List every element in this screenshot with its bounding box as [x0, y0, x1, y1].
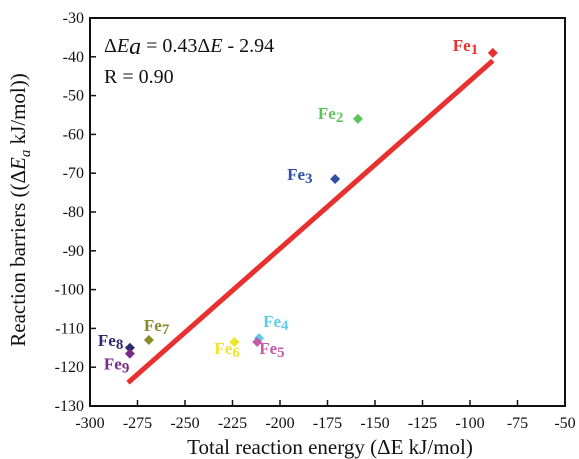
x-tick-label: -50 [554, 415, 575, 432]
x-tick-label: -150 [360, 415, 389, 432]
y-tick-label: -60 [63, 126, 84, 143]
y-tick-label: -40 [63, 49, 84, 66]
point-label-fe5: Fe5 [259, 339, 284, 361]
fit-equation: ΔEa = 0.43ΔE - 2.94 [104, 34, 274, 60]
point-label-fe7: Fe7 [144, 316, 170, 338]
y-tick-label: -100 [55, 282, 84, 299]
fit-line [126, 58, 495, 385]
fit-line-layer [126, 58, 495, 385]
point-fe9 [124, 348, 135, 359]
y-tick-label: -90 [63, 243, 84, 260]
y-tick-label: -120 [55, 359, 84, 376]
point-fe8 [124, 342, 135, 353]
y-tick-label: -110 [55, 320, 84, 337]
point-label-fe3: Fe3 [287, 165, 312, 187]
x-tick-label: -225 [218, 415, 247, 432]
point-fe6 [229, 336, 240, 347]
x-tick-label: -75 [507, 415, 528, 432]
x-tick-label: -300 [75, 415, 104, 432]
y-tick-label: -30 [63, 10, 84, 27]
point-fe1 [487, 47, 498, 58]
point-label-fe2: Fe2 [318, 104, 343, 126]
x-tick-label: -100 [455, 415, 484, 432]
axis-ticks: -300 -275 -250 -225 -200 -175 -150 -125 -100 -75 -… [55, 10, 576, 432]
point-fe7 [143, 335, 154, 346]
point-label-fe6: Fe6 [214, 339, 240, 361]
plot-frame [89, 17, 566, 407]
point-label-fe1: Fe1 [453, 36, 478, 58]
x-tick-label: -250 [170, 415, 199, 432]
y-tick-label: -50 [63, 88, 84, 105]
data-points [124, 47, 498, 359]
y-tick-label: -80 [63, 204, 84, 221]
point-fe5 [252, 336, 263, 347]
x-tick-label: -200 [265, 415, 294, 432]
r-value: R = 0.90 [104, 66, 174, 88]
point-label-fe8: Fe8 [98, 331, 123, 353]
x-axis-title: Total reaction energy (ΔE kJ/mol) [187, 435, 473, 459]
y-tick-label: -130 [55, 398, 84, 415]
point-label-fe9: Fe9 [104, 355, 129, 377]
y-tick-label: -70 [63, 165, 84, 182]
point-fe3 [330, 174, 341, 185]
y-axis-title: Reaction barriers ((ΔEa kJ/mol)) [6, 73, 34, 347]
x-tick-label: -125 [408, 415, 437, 432]
point-label-fe4: Fe4 [263, 312, 289, 334]
x-tick-label: -275 [123, 415, 152, 432]
x-tick-label: -175 [313, 415, 342, 432]
point-fe2 [352, 113, 363, 124]
